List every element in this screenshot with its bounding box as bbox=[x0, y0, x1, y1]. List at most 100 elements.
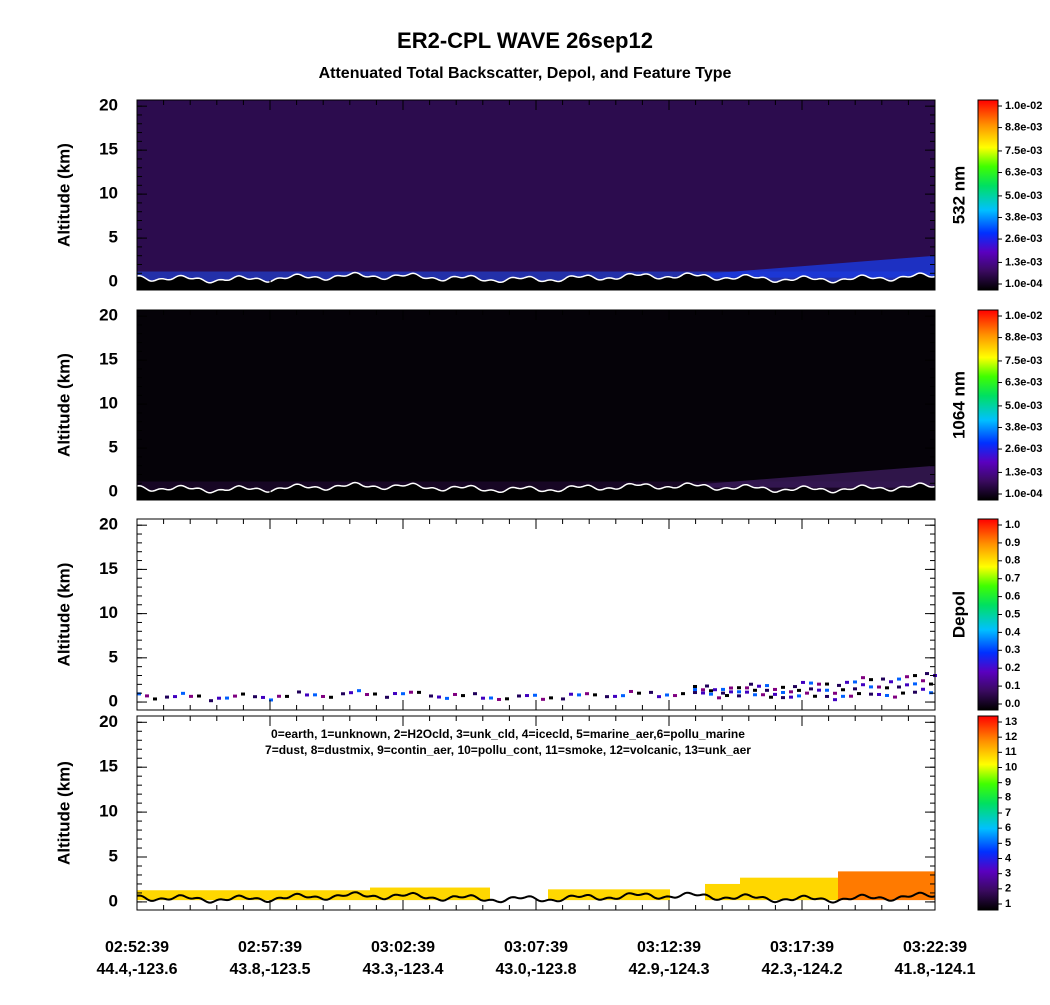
depol-pixel bbox=[321, 694, 325, 698]
x-tick-label: 03:17:39 bbox=[770, 939, 834, 956]
colorbar bbox=[977, 99, 999, 291]
depol-pixel bbox=[773, 687, 777, 691]
depol-pixel bbox=[765, 684, 769, 688]
colorbar-tick-label: 0.7 bbox=[1005, 573, 1020, 585]
feature-layer bbox=[740, 877, 838, 901]
depol-pixel bbox=[781, 685, 785, 689]
depol-pixel bbox=[261, 695, 265, 699]
x-tick-label: 03:02:39 bbox=[371, 939, 435, 956]
colorbar-label: 1064 nm bbox=[949, 371, 968, 439]
depol-pixel bbox=[461, 694, 465, 698]
depol-pixel bbox=[857, 692, 861, 696]
colorbar-tick-label: 1.3e-03 bbox=[1005, 466, 1042, 478]
depol-pixel bbox=[769, 695, 773, 699]
depol-pixel bbox=[869, 685, 873, 689]
feature-layer bbox=[548, 889, 670, 901]
depol-pixel bbox=[861, 683, 865, 687]
depol-pixel bbox=[329, 695, 333, 699]
depol-pixel bbox=[673, 694, 677, 698]
y-tick-label: 10 bbox=[99, 394, 118, 413]
depol-pixel bbox=[861, 676, 865, 680]
y-tick-label: 5 bbox=[109, 846, 118, 865]
depol-pixel bbox=[409, 690, 413, 694]
y-tick-label: 15 bbox=[99, 757, 118, 776]
depol-pixel bbox=[889, 680, 893, 684]
depol-pixel bbox=[153, 697, 157, 701]
colorbar-tick-label: 2.6e-03 bbox=[1005, 233, 1042, 245]
colorbar-tick-label: 10 bbox=[1005, 761, 1017, 773]
depol-pixel bbox=[729, 686, 733, 690]
y-tick-label: 0 bbox=[109, 272, 118, 291]
y-tick-label: 0 bbox=[109, 692, 118, 711]
depol-pixel bbox=[825, 694, 829, 698]
depol-pixel bbox=[473, 692, 477, 696]
depol-pixel bbox=[297, 690, 301, 694]
colorbar-tick-label: 0.1 bbox=[1005, 680, 1020, 692]
depol-pixel bbox=[797, 694, 801, 698]
depol-pixel bbox=[893, 695, 897, 699]
depol-pixel bbox=[841, 688, 845, 692]
x-tick-label: 43.8,-123.5 bbox=[230, 961, 311, 978]
depol-pixel bbox=[489, 696, 493, 700]
colorbar-label: Depol bbox=[949, 591, 968, 638]
title: ER2-CPL WAVE 26sep12 bbox=[397, 28, 653, 53]
depol-pixel bbox=[189, 694, 193, 698]
y-tick-label: 10 bbox=[99, 603, 118, 622]
depol-pixel bbox=[729, 690, 733, 694]
depol-pixel bbox=[357, 689, 361, 693]
depol-pixel bbox=[901, 691, 905, 695]
depol-pixel bbox=[649, 690, 653, 694]
x-tick-label: 03:07:39 bbox=[504, 939, 568, 956]
depol-pixel bbox=[533, 693, 537, 697]
depol-pixel bbox=[765, 688, 769, 692]
colorbar-tick-label: 2 bbox=[1005, 883, 1011, 895]
depol-pixel bbox=[869, 678, 873, 682]
depol-pixel bbox=[753, 693, 757, 697]
colorbar-tick-label: 1.0e-02 bbox=[1005, 310, 1042, 322]
depol-pixel bbox=[453, 692, 457, 696]
depol-pixel bbox=[713, 688, 717, 692]
colorbar-tick-label: 7 bbox=[1005, 807, 1011, 819]
y-tick-label: 20 bbox=[99, 96, 118, 115]
depol-pixel bbox=[737, 694, 741, 698]
y-tick-label: 10 bbox=[99, 184, 118, 203]
depol-pixel bbox=[921, 687, 925, 691]
y-tick-label: 15 bbox=[99, 350, 118, 369]
depol-pixel bbox=[701, 691, 705, 695]
depol-pixel bbox=[637, 691, 641, 695]
depol-pixel bbox=[781, 690, 785, 694]
aerosol-layer bbox=[137, 481, 935, 493]
colorbar-label: 532 nm bbox=[949, 166, 968, 225]
depol-pixel bbox=[613, 694, 617, 698]
colorbar-tick-label: 3.8e-03 bbox=[1005, 421, 1042, 433]
colorbar-tick-label: 2.6e-03 bbox=[1005, 443, 1042, 455]
depol-pixel bbox=[181, 691, 185, 695]
colorbar-tick-label: 0.0 bbox=[1005, 698, 1020, 710]
colorbar-tick-label: 6 bbox=[1005, 822, 1011, 834]
depol-pixel bbox=[793, 685, 797, 689]
depol-pixel bbox=[749, 682, 753, 686]
colorbar-tick-label: 0.6 bbox=[1005, 591, 1020, 603]
depol-pixel bbox=[905, 675, 909, 679]
depol-pixel bbox=[305, 693, 309, 697]
y-tick-label: 5 bbox=[109, 228, 118, 247]
depol-pixel bbox=[869, 692, 873, 696]
depol-pixel bbox=[429, 694, 433, 698]
colorbar-tick-label: 3.8e-03 bbox=[1005, 211, 1042, 223]
depol-pixel bbox=[401, 692, 405, 696]
depol-pixel bbox=[373, 692, 377, 696]
depol-pixel bbox=[797, 688, 801, 692]
depol-pixel bbox=[853, 687, 857, 691]
depol-pixel bbox=[809, 681, 813, 685]
colorbar-tick-label: 1 bbox=[1005, 898, 1011, 910]
y-tick-label: 20 bbox=[99, 515, 118, 534]
colorbar-tick-label: 5.0e-03 bbox=[1005, 190, 1042, 202]
depol-pixel bbox=[709, 689, 713, 693]
colorbar-tick-label: 7.5e-03 bbox=[1005, 145, 1042, 157]
depol-pixel bbox=[253, 695, 257, 699]
y-tick-label: 0 bbox=[109, 482, 118, 501]
colorbar-tick-label: 0.3 bbox=[1005, 644, 1020, 656]
aerosol-layer bbox=[690, 255, 935, 278]
depol-pixel bbox=[437, 695, 441, 699]
